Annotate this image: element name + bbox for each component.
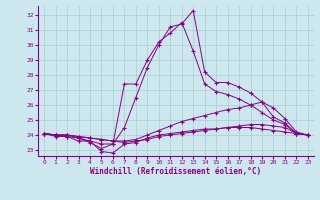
X-axis label: Windchill (Refroidissement éolien,°C): Windchill (Refroidissement éolien,°C) [91,167,261,176]
